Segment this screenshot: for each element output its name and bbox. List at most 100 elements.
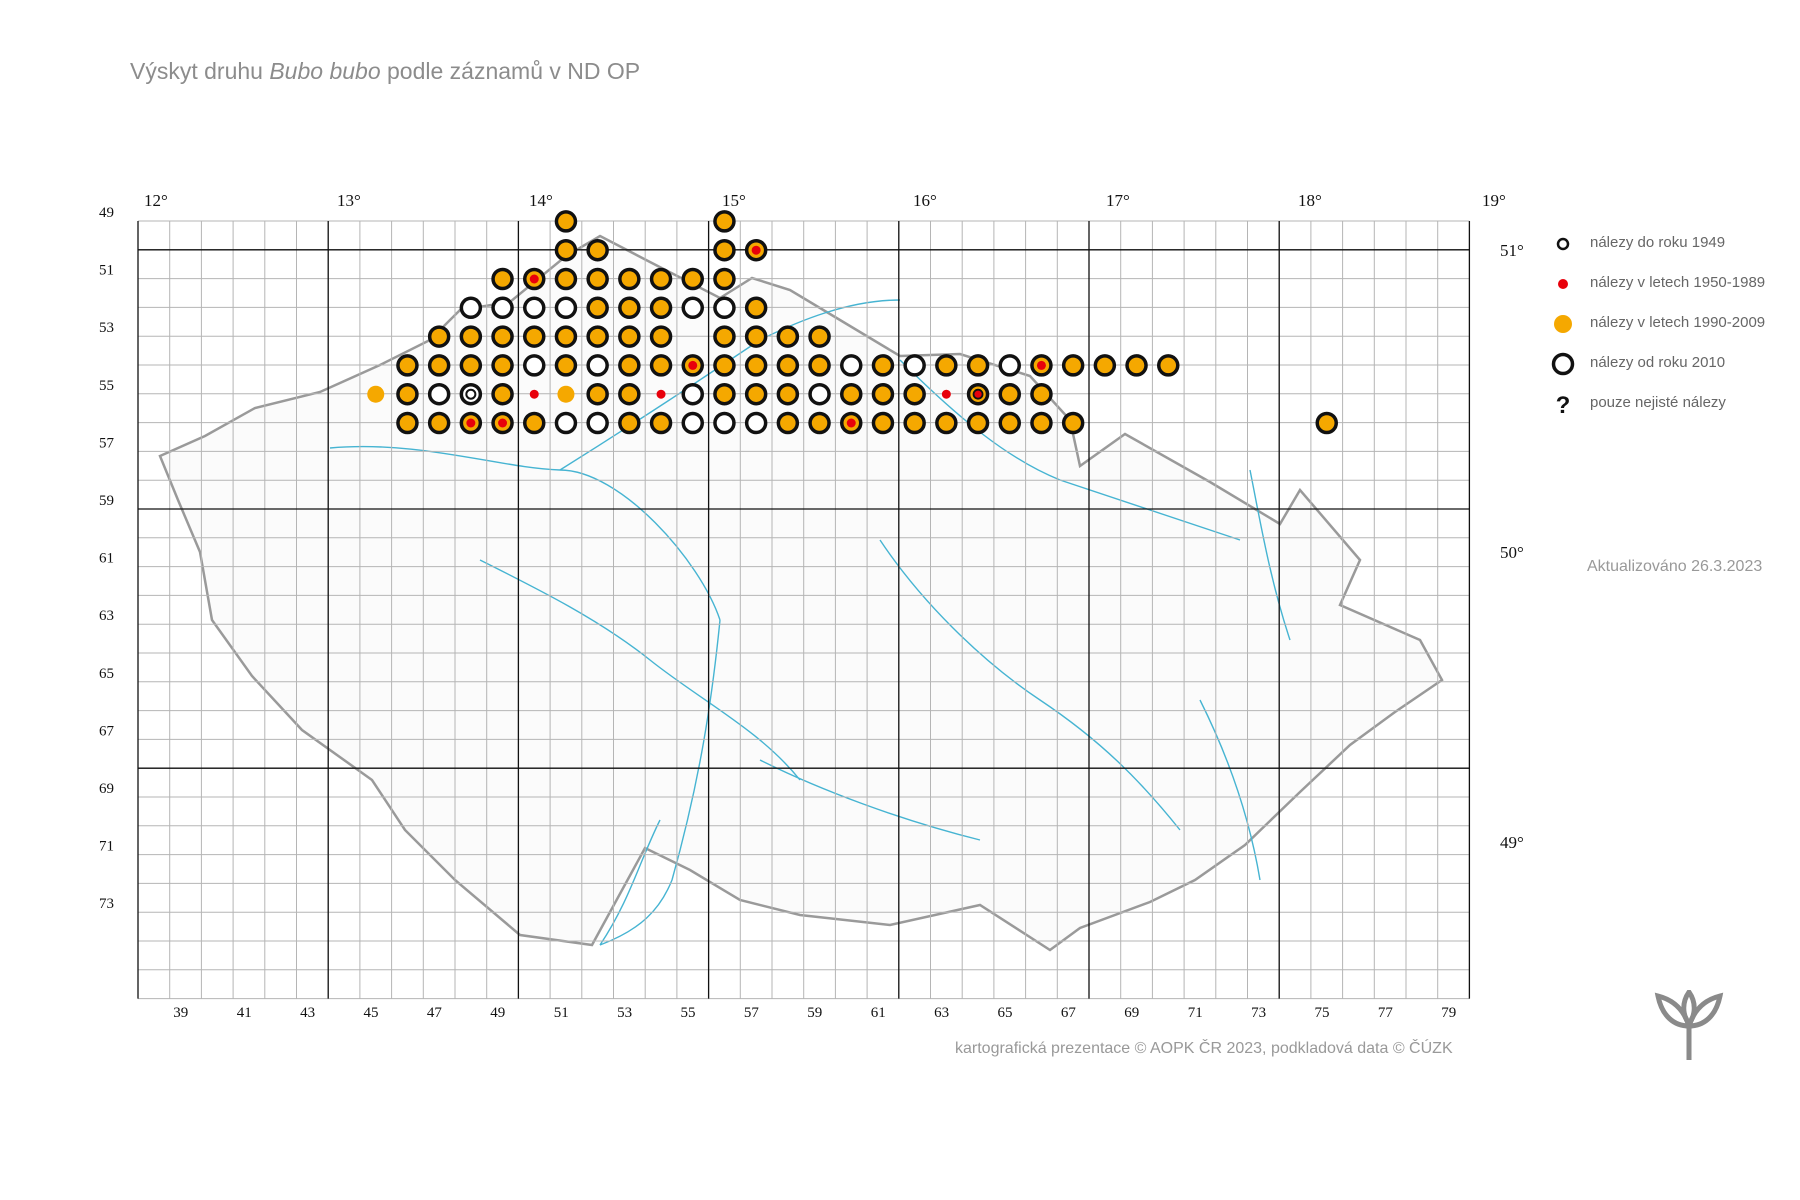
row-label: 51 bbox=[99, 263, 114, 279]
ring-2010-orange bbox=[1061, 354, 1085, 377]
ring-2010-orange bbox=[427, 325, 451, 348]
latitude-label: 51° bbox=[1500, 241, 1524, 260]
ring-2010-orange bbox=[871, 382, 895, 406]
longitude-label: 16° bbox=[913, 191, 937, 210]
cell-symbol bbox=[427, 411, 451, 435]
ring-2010-orange bbox=[1157, 354, 1180, 377]
column-label: 71 bbox=[1188, 1005, 1203, 1021]
longitude-label: 12° bbox=[144, 191, 168, 210]
ring-2010-orange bbox=[491, 325, 514, 348]
ring-2010-orange bbox=[713, 354, 736, 377]
cell-symbol bbox=[744, 382, 768, 406]
cell-symbol bbox=[681, 296, 704, 320]
cell-symbol bbox=[586, 354, 609, 377]
cell-symbol bbox=[681, 267, 704, 291]
cell-symbol bbox=[935, 354, 958, 377]
cell-symbol bbox=[554, 296, 578, 320]
row-label: 65 bbox=[99, 666, 114, 682]
cell-symbol bbox=[935, 411, 958, 435]
ring-2010-orange bbox=[776, 325, 800, 348]
cell-symbol bbox=[776, 382, 800, 406]
ring-2010-orange bbox=[396, 382, 419, 406]
longitude-label: 13° bbox=[337, 191, 361, 210]
ring-2010-orange bbox=[1061, 411, 1085, 435]
cell-symbol bbox=[618, 296, 641, 320]
ring-2010-orange bbox=[1125, 354, 1148, 377]
column-label: 67 bbox=[1061, 1005, 1077, 1021]
longitude-label: 14° bbox=[529, 191, 553, 210]
legend-label: nálezy od roku 2010 bbox=[1590, 354, 1726, 371]
border-outline bbox=[158, 234, 1444, 952]
map-title: Výskyt druhu Bubo bubo podle záznamů v N… bbox=[130, 58, 640, 85]
legend-label: pouze nejisté nálezy bbox=[1590, 394, 1726, 411]
column-label: 55 bbox=[680, 1005, 695, 1021]
ring-2010-orange bbox=[491, 382, 514, 406]
cell-symbol bbox=[523, 354, 546, 377]
ring-2010-orange bbox=[618, 354, 641, 377]
river-7 bbox=[879, 539, 1181, 831]
cell-symbol bbox=[491, 382, 514, 406]
cell-symbol bbox=[523, 411, 546, 435]
cell-symbol bbox=[586, 238, 609, 262]
ring-2010-orange bbox=[871, 354, 895, 377]
ring-2010 bbox=[681, 411, 704, 435]
ring-2010-orange bbox=[649, 411, 673, 435]
cell-symbol bbox=[586, 382, 609, 406]
row-label: 73 bbox=[99, 896, 114, 912]
ring-2010-orange bbox=[618, 411, 641, 435]
ring-2010-orange bbox=[649, 325, 673, 348]
column-label: 43 bbox=[300, 1005, 315, 1021]
column-label: 79 bbox=[1441, 1005, 1456, 1021]
ring-2010-orange bbox=[459, 325, 483, 348]
cell-symbol bbox=[776, 325, 800, 348]
cell-symbol bbox=[744, 325, 768, 348]
ring-2010-orange bbox=[649, 296, 673, 320]
ring-2010 bbox=[523, 296, 546, 320]
cell-symbol bbox=[713, 267, 736, 291]
ring-2010-orange bbox=[523, 411, 546, 435]
ring-2010 bbox=[491, 296, 514, 320]
ring-2010-orange bbox=[554, 354, 578, 377]
cell-symbol bbox=[459, 382, 483, 406]
latitude-label: 50° bbox=[1500, 543, 1524, 562]
column-label: 57 bbox=[744, 1005, 760, 1021]
cell-symbol bbox=[554, 325, 578, 348]
cell-symbol bbox=[776, 354, 800, 377]
column-label: 53 bbox=[617, 1005, 632, 1021]
ring-2010 bbox=[459, 296, 483, 320]
river-10 bbox=[759, 759, 981, 841]
ring-2010-orange bbox=[998, 411, 1021, 435]
ring-2010 bbox=[998, 354, 1021, 377]
ring-2010-orange bbox=[935, 354, 958, 377]
column-label: 49 bbox=[490, 1005, 505, 1021]
river-8 bbox=[1199, 699, 1261, 881]
cell-symbol bbox=[586, 411, 609, 435]
cell-symbol bbox=[618, 325, 641, 348]
ring-2010-orange bbox=[618, 325, 641, 348]
aopk-leaf-logo-icon bbox=[1654, 990, 1724, 1060]
column-label: 77 bbox=[1378, 1005, 1394, 1021]
ring-2010-orange bbox=[840, 382, 863, 406]
ring-2010-orange bbox=[966, 411, 990, 435]
cell-symbol bbox=[427, 382, 451, 406]
ring-2010-orange bbox=[713, 210, 736, 233]
ring-2010 bbox=[523, 354, 546, 377]
ring-2010-orange bbox=[649, 354, 673, 377]
svg-text:?: ? bbox=[1556, 392, 1571, 418]
cell-symbol bbox=[367, 385, 385, 403]
cell-symbol bbox=[1030, 382, 1053, 406]
cell-symbol bbox=[586, 296, 609, 320]
cell-symbol bbox=[459, 411, 483, 435]
title-suffix: podle záznamů v ND OP bbox=[380, 58, 641, 84]
cell-symbol bbox=[1030, 411, 1053, 435]
red-dot bbox=[1036, 360, 1046, 370]
ring-2010-orange bbox=[427, 411, 451, 435]
cell-symbol bbox=[396, 411, 419, 435]
red-dot bbox=[688, 360, 698, 370]
ring-2010-orange bbox=[776, 382, 800, 406]
ring-2010-orange bbox=[618, 382, 641, 406]
cell-symbol bbox=[649, 267, 673, 291]
cell-symbol bbox=[808, 411, 831, 435]
ring-2010-orange bbox=[586, 296, 609, 320]
ring-2010 bbox=[681, 296, 704, 320]
